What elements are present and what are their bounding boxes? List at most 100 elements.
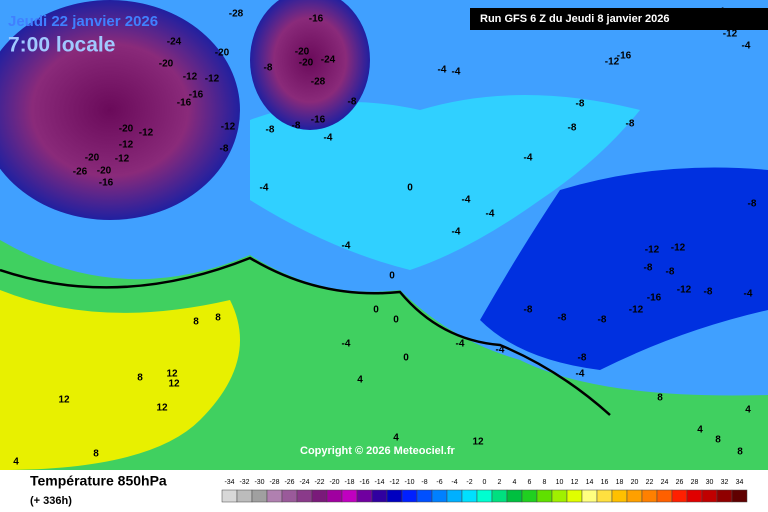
- contour-label: -4: [438, 65, 447, 76]
- contour-label: 8: [93, 449, 99, 460]
- colorbar-swatch: [656, 489, 673, 503]
- colorbar-label: -26: [284, 479, 294, 486]
- contour-label: -28: [311, 77, 326, 88]
- contour-label: -4: [342, 241, 351, 252]
- deep-cold: [480, 167, 768, 370]
- colorbar-swatch: [596, 489, 613, 503]
- colorbar-swatch: [371, 489, 388, 503]
- contour-labels: -28-24-20-20-12 -12-16-16-8-20 -12-12 -8-20…: [13, 7, 757, 468]
- contour-label: 8: [215, 313, 221, 324]
- colorbar-label: 16: [601, 479, 609, 486]
- colorbar-label: 2: [498, 479, 502, 486]
- colorbar-swatch: [671, 489, 688, 503]
- contour-label: -16: [617, 51, 632, 62]
- contour-label: -16: [177, 98, 192, 109]
- contour-label: -16: [647, 293, 662, 304]
- contour-label: 8: [715, 435, 721, 446]
- contour-label: 8: [657, 393, 663, 404]
- contour-label: -4: [324, 133, 333, 144]
- contour-label: -4: [452, 67, 461, 78]
- contour-label: -4: [486, 209, 495, 220]
- contour-label: 4: [13, 457, 19, 468]
- colorbar-swatch: [701, 489, 718, 503]
- colorbar-swatch: [686, 489, 703, 503]
- colorbar-label: 26: [676, 479, 684, 486]
- contour-label: -20: [119, 124, 134, 135]
- contour-label: 8: [137, 373, 143, 384]
- contour-label: -20: [159, 59, 174, 70]
- contour-label: -12: [139, 128, 154, 139]
- colorbar-label: -30: [254, 479, 264, 486]
- run-box: [470, 8, 768, 30]
- contour-label: 0: [393, 315, 399, 326]
- cold-pool: [0, 0, 240, 220]
- contour-label: 0: [407, 183, 413, 194]
- colorbar-swatch: [296, 489, 313, 503]
- colorbar-label: -4: [451, 479, 457, 486]
- contour-label: -12: [671, 243, 686, 254]
- mild-cold: [250, 95, 640, 270]
- contour-label: -4: [742, 41, 751, 52]
- contour-label: -12: [119, 140, 134, 151]
- colorbar-swatch: [401, 489, 418, 503]
- colorbar-swatch: [731, 489, 748, 503]
- colorbar-label: 8: [543, 479, 547, 486]
- contour-label: -24: [321, 55, 336, 66]
- contour-label: -8: [264, 63, 273, 74]
- contour-label: 0: [373, 305, 379, 316]
- contour-label: 12: [58, 395, 70, 406]
- contour-label: -8: [524, 305, 533, 316]
- contour-label: -26: [73, 167, 88, 178]
- time: 7:00 locale: [8, 34, 115, 57]
- contour-label: -8: [348, 97, 357, 108]
- contour-label: -28: [229, 9, 244, 20]
- contour-label: 4: [697, 425, 703, 436]
- contour-label: -4: [456, 339, 465, 350]
- colorbar-label: 34: [736, 479, 744, 486]
- contour-label: -12: [645, 245, 660, 256]
- contour-label: -16: [311, 115, 326, 126]
- contour-label: -12: [723, 29, 738, 40]
- contour-label: -12: [205, 74, 220, 85]
- colorbar-label: -18: [344, 479, 354, 486]
- contour-label: -16: [189, 90, 204, 101]
- contour-label: -12: [605, 57, 620, 68]
- contour-label: -12: [629, 305, 644, 316]
- colorbar-label: 6: [528, 479, 532, 486]
- contour-label: -8: [220, 144, 229, 155]
- zero-isotherm: [0, 256, 611, 416]
- contour-label: -4: [524, 153, 533, 164]
- colorbar-swatch: [521, 489, 538, 503]
- contour-label: -4: [576, 369, 585, 380]
- contour-label: -4: [496, 345, 505, 356]
- colorbar-label: 10: [556, 479, 564, 486]
- colorbar-swatch: [386, 489, 403, 503]
- contour-label: -20: [97, 166, 112, 177]
- colorbar-swatch: [311, 489, 328, 503]
- contour-label: -8: [598, 315, 607, 326]
- contour-label: -8: [644, 263, 653, 274]
- colorbar-swatch: [416, 489, 433, 503]
- colorbar-swatch: [221, 489, 238, 503]
- colorbar-swatch: [281, 489, 298, 503]
- colorbar-label: -32: [239, 479, 249, 486]
- contour-label: -8: [292, 121, 301, 132]
- colorbar-swatch: [356, 489, 373, 503]
- contour-label: -12: [221, 122, 236, 133]
- colorbar-label: 24: [661, 479, 669, 486]
- colorbar-swatch: [476, 489, 493, 503]
- colorbar-swatch: [266, 489, 283, 503]
- contour-label: -12: [183, 72, 198, 83]
- colorbar-swatch: [581, 489, 598, 503]
- contour-label: -4: [342, 339, 351, 350]
- contour-label: -24: [167, 37, 182, 48]
- contour-label: -20: [215, 48, 230, 59]
- contour-label: 12: [166, 369, 178, 380]
- contour-label: -4: [462, 195, 471, 206]
- contour-label: -8: [558, 313, 567, 324]
- footer-lead: (+ 336h): [30, 495, 72, 507]
- contour-label: -8: [568, 123, 577, 134]
- colorbar-swatch: [431, 489, 448, 503]
- colorbar-label: 28: [691, 479, 699, 486]
